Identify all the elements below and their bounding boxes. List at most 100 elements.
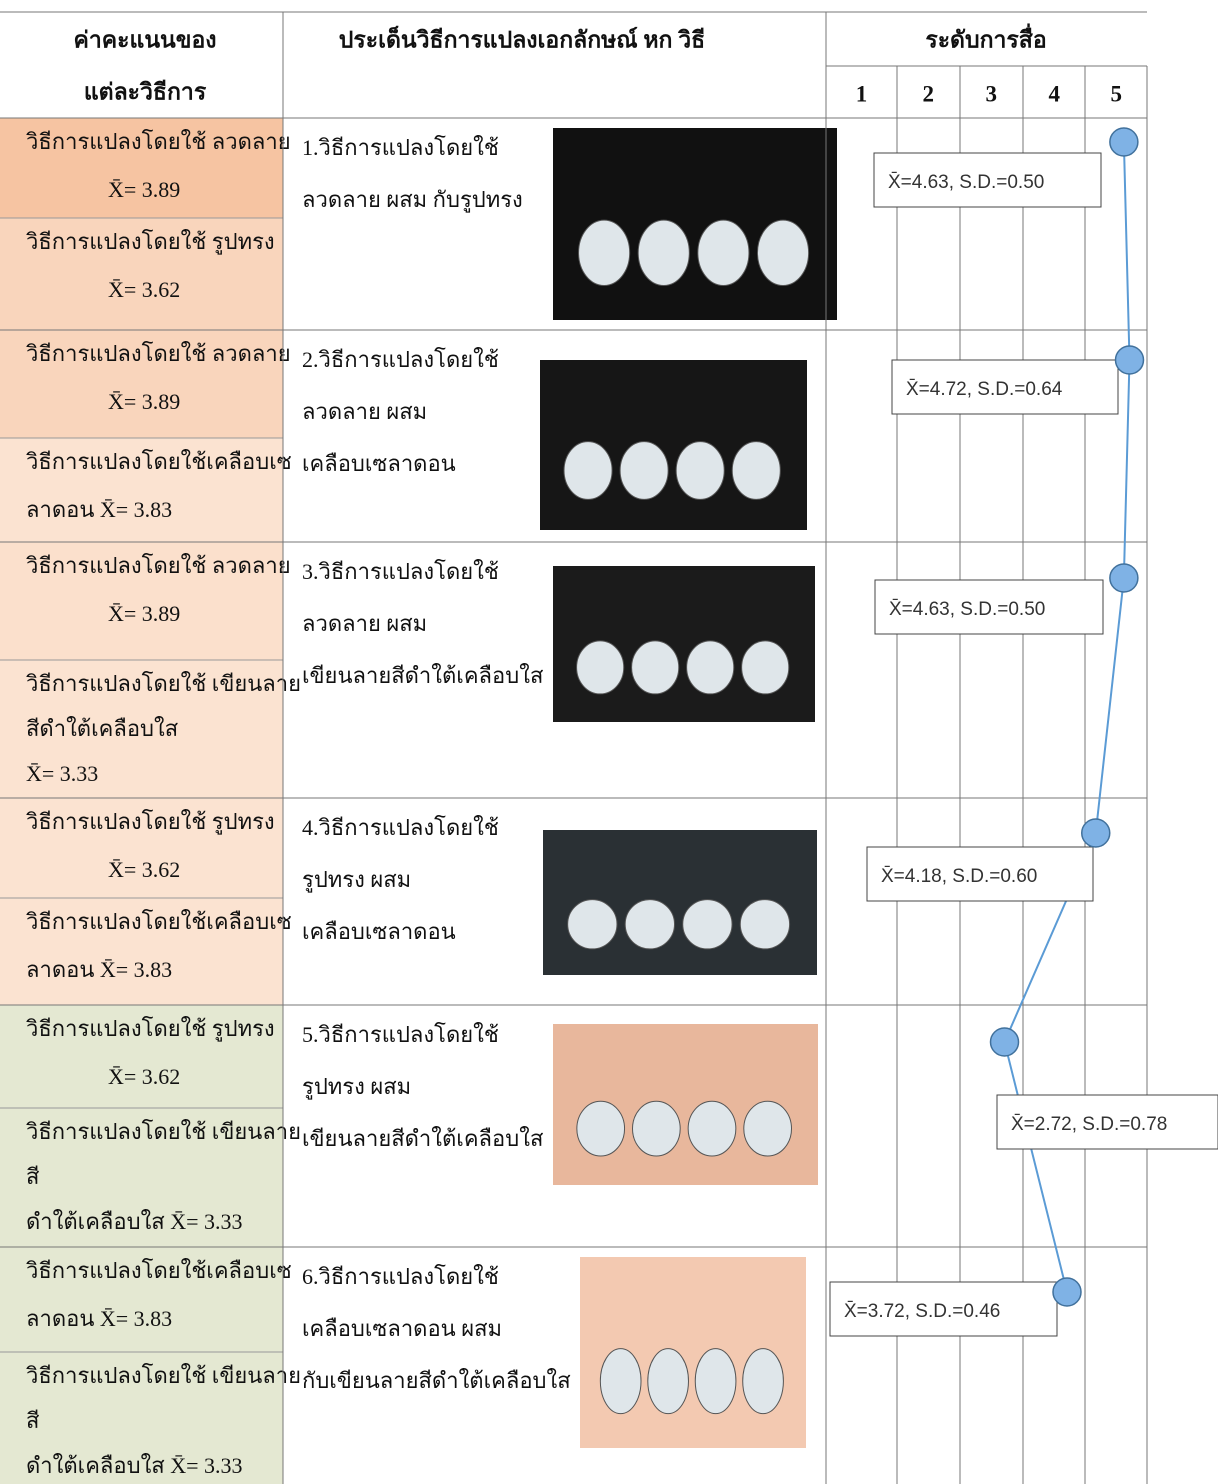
score-cell — [0, 1352, 283, 1484]
ceramic — [576, 640, 625, 695]
method-score: X̄= 3.89 — [108, 177, 180, 202]
method-score: X̄= 3.33 — [26, 761, 98, 786]
ceramic — [637, 219, 690, 286]
method-score: วิธีการแปลงโดยใช้ เขียนลาย — [25, 1363, 301, 1388]
method-score: วิธีการแปลงโดยใช้ รูปทรง — [25, 809, 274, 835]
description: 1.วิธีการแปลงโดยใช้ — [302, 135, 499, 160]
score-cell — [0, 898, 283, 1005]
rating-label: X̄=4.63, S.D.=0.50 — [888, 172, 1044, 193]
ceramic — [624, 899, 676, 950]
score-cell — [0, 660, 283, 798]
score-cell — [0, 1108, 283, 1247]
method-score: ดำใต้เคลือบใส X̄= 3.33 — [26, 1209, 243, 1234]
ceramic — [619, 441, 669, 500]
method-score: ลาดอน X̄= 3.83 — [26, 957, 172, 982]
ceramic — [576, 1100, 626, 1157]
ceramic — [739, 899, 791, 950]
rating-dot — [1081, 818, 1111, 848]
method-score: วิธีการแปลงโดยใช้ ลวดลาย — [25, 341, 290, 366]
description: รูปทรง ผสม — [302, 867, 411, 893]
method-score: สีดำใต้เคลือบใส — [26, 716, 179, 741]
score-cell — [0, 798, 283, 898]
level-number: 5 — [1111, 81, 1123, 106]
ceramic — [686, 640, 735, 695]
rating-dot — [1052, 1277, 1082, 1307]
rating-label: X̄=4.18, S.D.=0.60 — [881, 866, 1037, 887]
method-score: วิธีการแปลงโดยใช้ รูปทรง — [25, 1016, 274, 1042]
rating-box — [891, 359, 1119, 415]
rating-line — [1003, 141, 1131, 1293]
ceramic — [731, 441, 781, 500]
description: กับเขียนลายสีดำใต้เคลือบใส — [302, 1368, 571, 1393]
score-cell — [0, 118, 283, 218]
description: 2.วิธีการแปลงโดยใช้ — [302, 347, 499, 372]
ceramic — [563, 441, 613, 500]
header-level: ระดับการสื่อ — [925, 22, 1046, 52]
description: 4.วิธีการแปลงโดยใช้ — [302, 815, 499, 840]
level-number: 4 — [1049, 81, 1061, 106]
header-topic: ประเด็นวิธีการแปลงเอกลักษณ์ หก วิธี — [339, 24, 705, 52]
score-cell — [0, 438, 283, 542]
method-score: วิธีการแปลงโดยใช้ ลวดลาย — [25, 553, 290, 578]
rating-label: X̄=3.72, S.D.=0.46 — [844, 1301, 1000, 1322]
method-score: วิธีการแปลงโดยใช้ เขียนลาย — [25, 1119, 301, 1144]
level-number: 3 — [986, 81, 998, 106]
method-score: ลาดอน X̄= 3.83 — [26, 497, 172, 522]
ceramic — [743, 1100, 793, 1157]
rating-box — [874, 579, 1104, 635]
method-score: X̄= 3.62 — [108, 857, 180, 882]
ceramic — [578, 219, 631, 286]
method-score: X̄= 3.89 — [108, 601, 180, 626]
header-score: แต่ละวิธีการ — [84, 79, 207, 104]
description: 6.วิธีการแปลงโดยใช้ — [302, 1264, 499, 1289]
rating-dot — [1114, 345, 1145, 375]
rating-box — [996, 1094, 1218, 1150]
rating-box — [829, 1281, 1058, 1337]
rating-dot — [989, 1027, 1020, 1057]
ceramic — [599, 1348, 642, 1415]
method-score: ดำใต้เคลือบใส X̄= 3.33 — [26, 1453, 243, 1478]
header-score: ค่าคะแนนของ — [73, 27, 216, 52]
ceramic — [675, 441, 725, 500]
score-cell — [0, 330, 283, 438]
method-score: วิธีการแปลงโดยใช้เคลือบเซ — [25, 909, 291, 934]
method-score: X̄= 3.89 — [108, 389, 180, 414]
level-number: 2 — [923, 81, 935, 106]
description: รูปทรง ผสม — [302, 1074, 411, 1100]
ceramic — [631, 640, 680, 695]
ceramic — [697, 219, 750, 286]
method-score: X̄= 3.62 — [108, 1064, 180, 1089]
method-score: สี — [26, 1164, 40, 1189]
method-score: สี — [26, 1408, 40, 1433]
description: เขียนลายสีดำใต้เคลือบใส — [302, 663, 544, 688]
description: เคลือบเซลาดอน — [302, 451, 456, 476]
ceramic — [567, 899, 618, 950]
score-cell — [0, 542, 283, 660]
rating-label: X̄=2.72, S.D.=0.78 — [1011, 1114, 1167, 1135]
ceramic — [632, 1100, 681, 1157]
method-score: วิธีการแปลงโดยใช้ ลวดลาย — [25, 129, 290, 154]
method-score: วิธีการแปลงโดยใช้ รูปทรง — [25, 229, 274, 255]
method-score: ลาดอน X̄= 3.83 — [26, 1306, 172, 1331]
level-number: 1 — [856, 81, 868, 106]
rating-box — [866, 846, 1094, 902]
rating-dot — [1109, 127, 1139, 157]
description: ลวดลาย ผสม กับรูปทรง — [302, 187, 523, 213]
ceramic — [647, 1348, 689, 1415]
rating-dot — [1109, 563, 1139, 593]
method-score: วิธีการแปลงโดยใช้เคลือบเซ — [25, 449, 291, 474]
description: 3.วิธีการแปลงโดยใช้ — [302, 559, 499, 584]
ceramic — [742, 1348, 784, 1415]
score-cell — [0, 1005, 283, 1108]
ceramic — [694, 1348, 737, 1415]
description: ลวดลาย ผสม — [302, 611, 427, 636]
rating-box — [873, 152, 1102, 208]
description: เคลือบเซลาดอน ผสม — [302, 1316, 502, 1341]
ceramic — [741, 640, 790, 695]
score-cell — [0, 218, 283, 330]
ceramic — [682, 899, 733, 950]
description: เขียนลายสีดำใต้เคลือบใส — [302, 1126, 544, 1151]
rating-label: X̄=4.72, S.D.=0.64 — [906, 379, 1063, 400]
